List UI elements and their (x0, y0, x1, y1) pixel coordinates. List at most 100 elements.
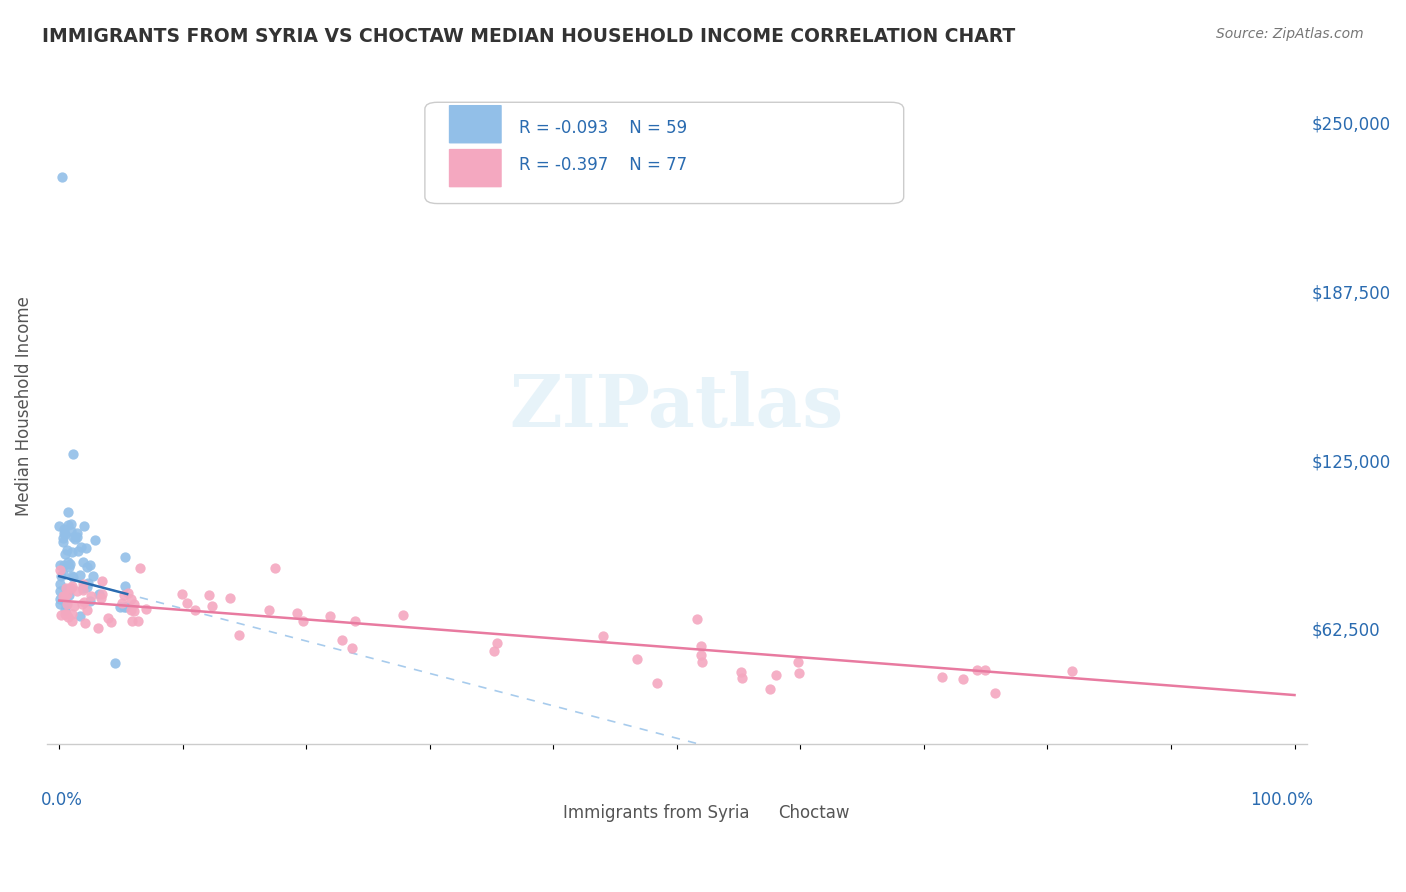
Point (52, 535, 75, 549)
Point (59, 557, 82, 571)
Point (342, 641, 364, 656)
Point (49, 576, 72, 591)
Point (765, 668, 787, 682)
Point (973, 664, 995, 678)
Point (97, 611, 120, 625)
Point (79, 558, 101, 572)
Point (129, 561, 152, 575)
Point (66, 530, 89, 544)
Point (65, 584, 87, 599)
Point (49, 597, 72, 611)
Point (127, 615, 149, 629)
Point (318, 608, 340, 623)
Point (51, 169, 73, 184)
Point (52, 567, 75, 582)
Point (56, 555, 79, 569)
Point (83, 533, 105, 548)
Point (52, 531, 75, 545)
Point (69, 568, 91, 582)
Text: 0.0%: 0.0% (41, 791, 83, 809)
Point (58, 583, 80, 598)
Point (72, 555, 94, 569)
Point (76, 560, 98, 574)
Point (58, 610, 80, 624)
Point (201, 599, 224, 613)
Point (72, 595, 94, 609)
Point (1060, 665, 1083, 679)
Point (285, 606, 308, 620)
Point (87, 622, 110, 636)
Text: ZIPatlas: ZIPatlas (510, 370, 844, 442)
Point (689, 648, 711, 663)
Point (686, 612, 709, 626)
Point (52, 590, 75, 604)
Point (115, 599, 138, 614)
Point (62, 447, 84, 461)
Point (53, 527, 76, 541)
Point (76, 603, 98, 617)
Point (75, 541, 97, 555)
Text: Choctaw: Choctaw (778, 805, 849, 822)
Point (48, 584, 70, 599)
Point (56, 597, 79, 611)
Point (48, 518, 70, 533)
Point (56, 543, 79, 558)
Point (114, 579, 136, 593)
Point (60, 545, 83, 559)
Point (72, 581, 94, 595)
Point (292, 614, 315, 628)
Point (117, 585, 139, 599)
Point (176, 596, 198, 610)
Point (75, 615, 97, 630)
Point (60, 579, 83, 593)
Point (104, 656, 127, 670)
Point (77, 576, 100, 591)
Point (122, 604, 145, 618)
Point (121, 614, 143, 628)
Point (120, 603, 142, 617)
Point (67, 544, 90, 558)
Point (55, 598, 77, 612)
Point (58, 560, 80, 574)
Point (69, 609, 91, 624)
Point (759, 681, 782, 696)
Point (198, 588, 221, 602)
Point (626, 652, 648, 666)
Point (90, 587, 112, 601)
Point (79, 593, 101, 607)
Point (391, 608, 413, 623)
Point (112, 599, 135, 614)
Point (787, 665, 810, 680)
FancyBboxPatch shape (425, 103, 904, 203)
Point (56, 517, 79, 532)
Text: IMMIGRANTS FROM SYRIA VS CHOCTAW MEDIAN HOUSEHOLD INCOME CORRELATION CHART: IMMIGRANTS FROM SYRIA VS CHOCTAW MEDIAN … (42, 27, 1015, 45)
Point (228, 628, 250, 642)
Point (53, 558, 76, 572)
Point (53, 603, 76, 617)
Point (731, 671, 754, 685)
Point (55, 587, 77, 601)
Point (183, 603, 205, 617)
Point (49, 608, 72, 623)
Text: 100.0%: 100.0% (1250, 791, 1313, 809)
Point (730, 665, 752, 679)
Point (592, 629, 614, 643)
Point (58, 588, 80, 602)
Point (59, 516, 82, 531)
Point (72, 519, 94, 533)
Point (90, 591, 112, 605)
Point (952, 672, 974, 686)
Point (72, 582, 94, 597)
Text: Immigrants from Syria: Immigrants from Syria (564, 805, 749, 822)
Point (49, 568, 72, 582)
FancyBboxPatch shape (512, 795, 553, 822)
Point (82, 569, 104, 583)
Point (931, 670, 953, 684)
Point (60, 614, 83, 628)
Point (60, 569, 83, 583)
Point (60, 524, 83, 538)
Text: Source: ZipAtlas.com: Source: ZipAtlas.com (1216, 27, 1364, 41)
Text: R = -0.093    N = 59: R = -0.093 N = 59 (519, 120, 688, 137)
Text: R = -0.397    N = 77: R = -0.397 N = 77 (519, 156, 688, 174)
Point (343, 614, 366, 628)
